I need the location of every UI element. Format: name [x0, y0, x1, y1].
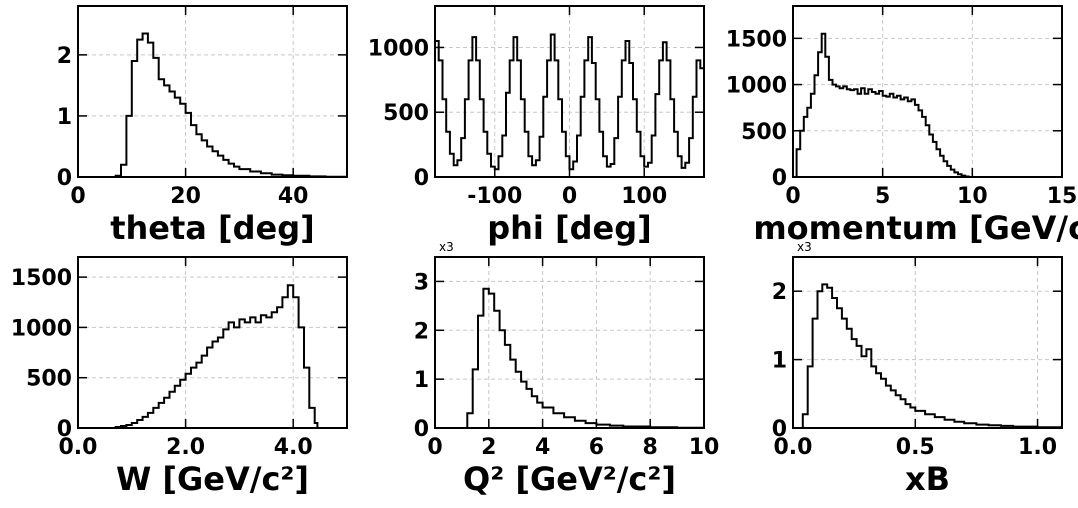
y-tick-label: 1000 — [11, 316, 72, 341]
x-tick-label: 2.0 — [166, 435, 205, 460]
histogram-series — [78, 284, 347, 429]
x-axis-title: W [GeV/c²] — [116, 460, 309, 498]
y-tick-label: 1000 — [726, 74, 787, 99]
x-tick-label: 0 — [785, 184, 800, 209]
plot-frame — [792, 5, 1063, 178]
x-tick-label: 0.0 — [774, 435, 813, 460]
x-tick-label: 8 — [643, 435, 658, 460]
x-tick-label: 0 — [70, 184, 85, 209]
x-tick-label: 0 — [562, 184, 577, 209]
x-tick-label: 20 — [170, 184, 201, 209]
y-axis-multiplier: x3 — [439, 240, 454, 254]
y-tick-label: 500 — [741, 120, 787, 145]
x-tick-label: 0 — [427, 435, 442, 460]
chart-4: 0.0 2.0 4.0 0 500 1000 1500 W [GeV/c²] — [11, 256, 348, 498]
x-tick-label: 10 — [957, 184, 988, 209]
y-tick-label: 0 — [414, 417, 429, 442]
y-tick-label: 1 — [772, 349, 787, 374]
x-tick-label: 100 — [621, 184, 667, 209]
y-tick-label: 2 — [772, 280, 787, 305]
plot-frame — [77, 5, 348, 178]
y-tick-label: 1500 — [11, 266, 72, 291]
y-tick-label: 500 — [383, 101, 429, 126]
x-tick-label: 6 — [589, 435, 604, 460]
x-tick-label: 4 — [535, 435, 550, 460]
histogram-series — [435, 287, 705, 429]
x-tick-label: 2 — [481, 435, 496, 460]
plot-frame — [77, 256, 348, 429]
x-tick-label: -100 — [467, 184, 522, 209]
y-tick-label: 0 — [414, 166, 429, 191]
y-tick-label: 0 — [772, 417, 787, 442]
y-tick-label: 2 — [57, 44, 72, 69]
y-tick-label: 2 — [414, 319, 429, 344]
y-tick-label: 1 — [414, 368, 429, 393]
y-tick-label: 0 — [57, 166, 72, 191]
x-tick-label: 0.0 — [59, 435, 98, 460]
x-tick-label: 0.5 — [896, 435, 935, 460]
x-tick-label: 1.0 — [1018, 435, 1057, 460]
chart-1: 0 20 40 0 1 2 theta [deg] — [57, 5, 348, 247]
y-tick-label: 3 — [414, 270, 429, 295]
chart-3: 0 5 10 15 0 500 1000 1500 momentum [GeV/c] — [726, 5, 1078, 247]
y-tick-label: 500 — [26, 367, 72, 392]
x-axis-title: xB — [905, 460, 950, 498]
histogram-series — [793, 32, 1062, 178]
x-tick-label: 15 — [1047, 184, 1078, 209]
y-tick-label: 1500 — [726, 27, 787, 52]
chart-5: 0 2 4 6 8 10 0 1 2 3 Q² [GeV²/c²] x3 — [414, 240, 720, 498]
y-axis-multiplier: x3 — [797, 240, 812, 254]
x-tick-label: 40 — [278, 184, 309, 209]
x-axis-title: momentum [GeV/c] — [753, 209, 1078, 247]
x-tick-label: 4.0 — [274, 435, 313, 460]
y-tick-label: 1000 — [368, 36, 429, 61]
y-tick-label: 1 — [57, 105, 72, 130]
y-tick-label: 0 — [772, 166, 787, 191]
chart-6: 0.0 0.5 1.0 0 1 2 xB x3 — [772, 240, 1063, 498]
x-tick-label: 5 — [875, 184, 890, 209]
x-tick-label: 10 — [689, 435, 720, 460]
x-axis-title: Q² [GeV²/c²] — [463, 460, 676, 498]
plot-frame — [434, 256, 705, 429]
histogram-series — [78, 32, 348, 178]
y-tick-label: 0 — [57, 417, 72, 442]
plot-frame — [792, 256, 1063, 429]
histogram-series — [793, 283, 1063, 429]
plot-frame — [434, 5, 705, 178]
x-axis-title: phi [deg] — [487, 209, 652, 247]
x-axis-title: theta [deg] — [110, 209, 315, 247]
histogram-series — [435, 33, 704, 171]
